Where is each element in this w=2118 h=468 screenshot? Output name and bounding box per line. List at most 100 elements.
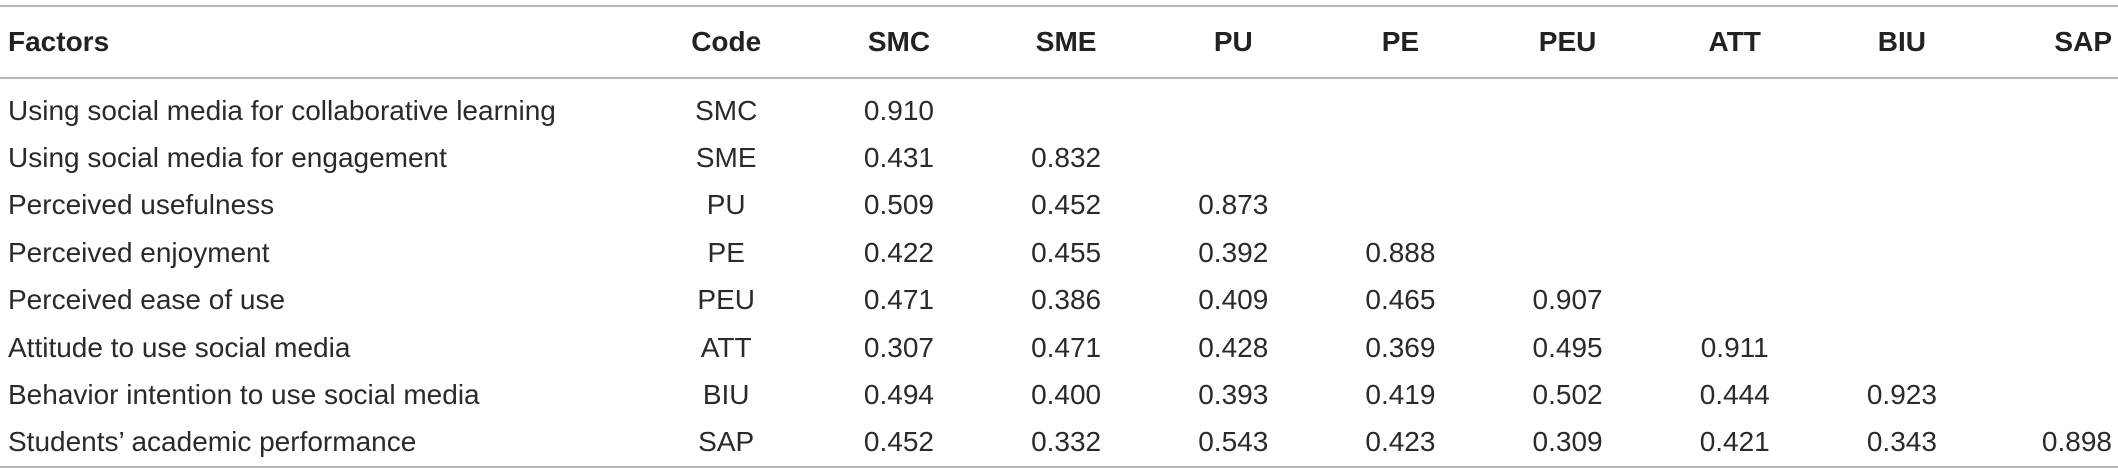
code-cell: SAP bbox=[698, 426, 755, 458]
value-cell bbox=[1985, 182, 2118, 229]
value-cell bbox=[1818, 324, 1985, 371]
value-cell bbox=[1651, 182, 1818, 229]
table-row: Attitude to use social media ATT 0.307 0.47… bbox=[0, 324, 2118, 371]
factor-cell: Using social media for collaborative lea… bbox=[8, 94, 556, 126]
value-cell bbox=[1317, 182, 1484, 229]
value-cell bbox=[983, 78, 1150, 134]
factor-cell: Using social media for engagement bbox=[8, 142, 447, 174]
header-sap: SAP bbox=[2054, 26, 2112, 57]
header-peu: PEU bbox=[1538, 26, 1597, 57]
value-cell: 0.452 bbox=[863, 426, 934, 458]
value-cell bbox=[1818, 277, 1985, 324]
value-cell: 0.873 bbox=[1198, 189, 1269, 221]
value-cell: 0.452 bbox=[1031, 189, 1102, 221]
table-row: Behavior intention to use social media BI… bbox=[0, 371, 2118, 418]
value-cell bbox=[1985, 277, 2118, 324]
code-cell: PU bbox=[706, 189, 746, 221]
value-cell: 0.431 bbox=[863, 142, 934, 174]
factor-cell: Perceived ease of use bbox=[8, 284, 286, 316]
table-row: Perceived ease of use PEU 0.471 0.386 0.409 0… bbox=[0, 277, 2118, 324]
header-biu: BIU bbox=[1877, 26, 1926, 57]
table-body: Using social media for collaborative lea… bbox=[0, 78, 2118, 468]
header-att: ATT bbox=[1708, 26, 1761, 57]
table-row: Using social media for collaborative lea… bbox=[0, 78, 2118, 134]
header-smc: SMC bbox=[867, 26, 931, 57]
value-cell: 0.409 bbox=[1198, 284, 1269, 316]
value-cell bbox=[1484, 134, 1651, 181]
discriminant-validity-table: Factors Code SMC SME PU PE PEU ATT BIU S… bbox=[0, 5, 2118, 468]
value-cell bbox=[1985, 324, 2118, 371]
value-cell: 0.428 bbox=[1198, 331, 1269, 363]
value-cell: 0.422 bbox=[863, 236, 934, 268]
code-cell: ATT bbox=[700, 331, 752, 363]
value-cell: 0.392 bbox=[1198, 236, 1269, 268]
value-cell: 0.494 bbox=[863, 379, 934, 411]
value-cell: 0.509 bbox=[863, 189, 934, 221]
value-cell: 0.400 bbox=[1031, 379, 1102, 411]
value-cell: 0.471 bbox=[1031, 331, 1102, 363]
header-factors: Factors bbox=[8, 26, 110, 57]
header-sme: SME bbox=[1035, 26, 1097, 57]
value-cell bbox=[1818, 78, 1985, 134]
code-cell: PE bbox=[707, 236, 745, 268]
header-code: Code bbox=[691, 26, 762, 57]
value-cell bbox=[1651, 229, 1818, 276]
value-cell bbox=[1985, 371, 2118, 418]
factor-cell: Perceived enjoyment bbox=[8, 236, 270, 268]
correlation-table-container: Factors Code SMC SME PU PE PEU ATT BIU S… bbox=[0, 5, 2118, 468]
value-cell: 0.907 bbox=[1532, 284, 1603, 316]
value-cell bbox=[1651, 78, 1818, 134]
value-cell bbox=[1150, 78, 1317, 134]
value-cell: 0.898 bbox=[2041, 426, 2112, 458]
value-cell: 0.495 bbox=[1532, 331, 1603, 363]
value-cell: 0.393 bbox=[1198, 379, 1269, 411]
value-cell bbox=[1651, 277, 1818, 324]
table-header: Factors Code SMC SME PU PE PEU ATT BIU S… bbox=[0, 6, 2118, 78]
value-cell bbox=[1150, 134, 1317, 181]
value-cell: 0.332 bbox=[1031, 426, 1102, 458]
value-cell bbox=[1651, 134, 1818, 181]
header-pu: PU bbox=[1213, 26, 1253, 57]
value-cell bbox=[1985, 134, 2118, 181]
code-cell: BIU bbox=[702, 379, 750, 411]
value-cell: 0.309 bbox=[1532, 426, 1603, 458]
value-cell: 0.502 bbox=[1532, 379, 1603, 411]
table-row: Students’ academic performance SAP 0.452 0.… bbox=[0, 419, 2118, 468]
value-cell bbox=[1484, 182, 1651, 229]
value-cell: 0.910 bbox=[863, 94, 934, 126]
code-cell: SMC bbox=[695, 94, 758, 126]
table-row: Perceived enjoyment PE 0.422 0.455 0.392 0.88… bbox=[0, 229, 2118, 276]
value-cell bbox=[1484, 78, 1651, 134]
value-cell bbox=[1985, 78, 2118, 134]
value-cell bbox=[1818, 134, 1985, 181]
value-cell: 0.923 bbox=[1866, 379, 1937, 411]
value-cell: 0.455 bbox=[1031, 236, 1102, 268]
value-cell: 0.543 bbox=[1198, 426, 1269, 458]
value-cell: 0.888 bbox=[1365, 236, 1436, 268]
value-cell bbox=[1484, 229, 1651, 276]
table-row: Perceived usefulness PU 0.509 0.452 0.873 bbox=[0, 182, 2118, 229]
value-cell: 0.421 bbox=[1699, 426, 1770, 458]
value-cell: 0.471 bbox=[863, 284, 934, 316]
factor-cell: Students’ academic performance bbox=[8, 426, 417, 458]
value-cell: 0.832 bbox=[1031, 142, 1102, 174]
code-cell: PEU bbox=[697, 284, 755, 316]
header-row: Factors Code SMC SME PU PE PEU ATT BIU S… bbox=[0, 6, 2118, 78]
table-row: Using social media for engagement SME 0.43… bbox=[0, 134, 2118, 181]
value-cell: 0.386 bbox=[1031, 284, 1102, 316]
value-cell: 0.911 bbox=[1700, 331, 1769, 363]
factor-cell: Perceived usefulness bbox=[8, 189, 275, 221]
value-cell: 0.343 bbox=[1866, 426, 1937, 458]
value-cell bbox=[1317, 78, 1484, 134]
value-cell: 0.369 bbox=[1365, 331, 1436, 363]
value-cell: 0.465 bbox=[1365, 284, 1436, 316]
value-cell: 0.307 bbox=[863, 331, 934, 363]
factor-cell: Behavior intention to use social media bbox=[8, 379, 480, 411]
value-cell: 0.444 bbox=[1699, 379, 1770, 411]
code-cell: SME bbox=[695, 142, 757, 174]
value-cell bbox=[1818, 182, 1985, 229]
header-pe: PE bbox=[1381, 26, 1420, 57]
value-cell: 0.423 bbox=[1365, 426, 1436, 458]
value-cell bbox=[1317, 134, 1484, 181]
value-cell bbox=[1985, 229, 2118, 276]
